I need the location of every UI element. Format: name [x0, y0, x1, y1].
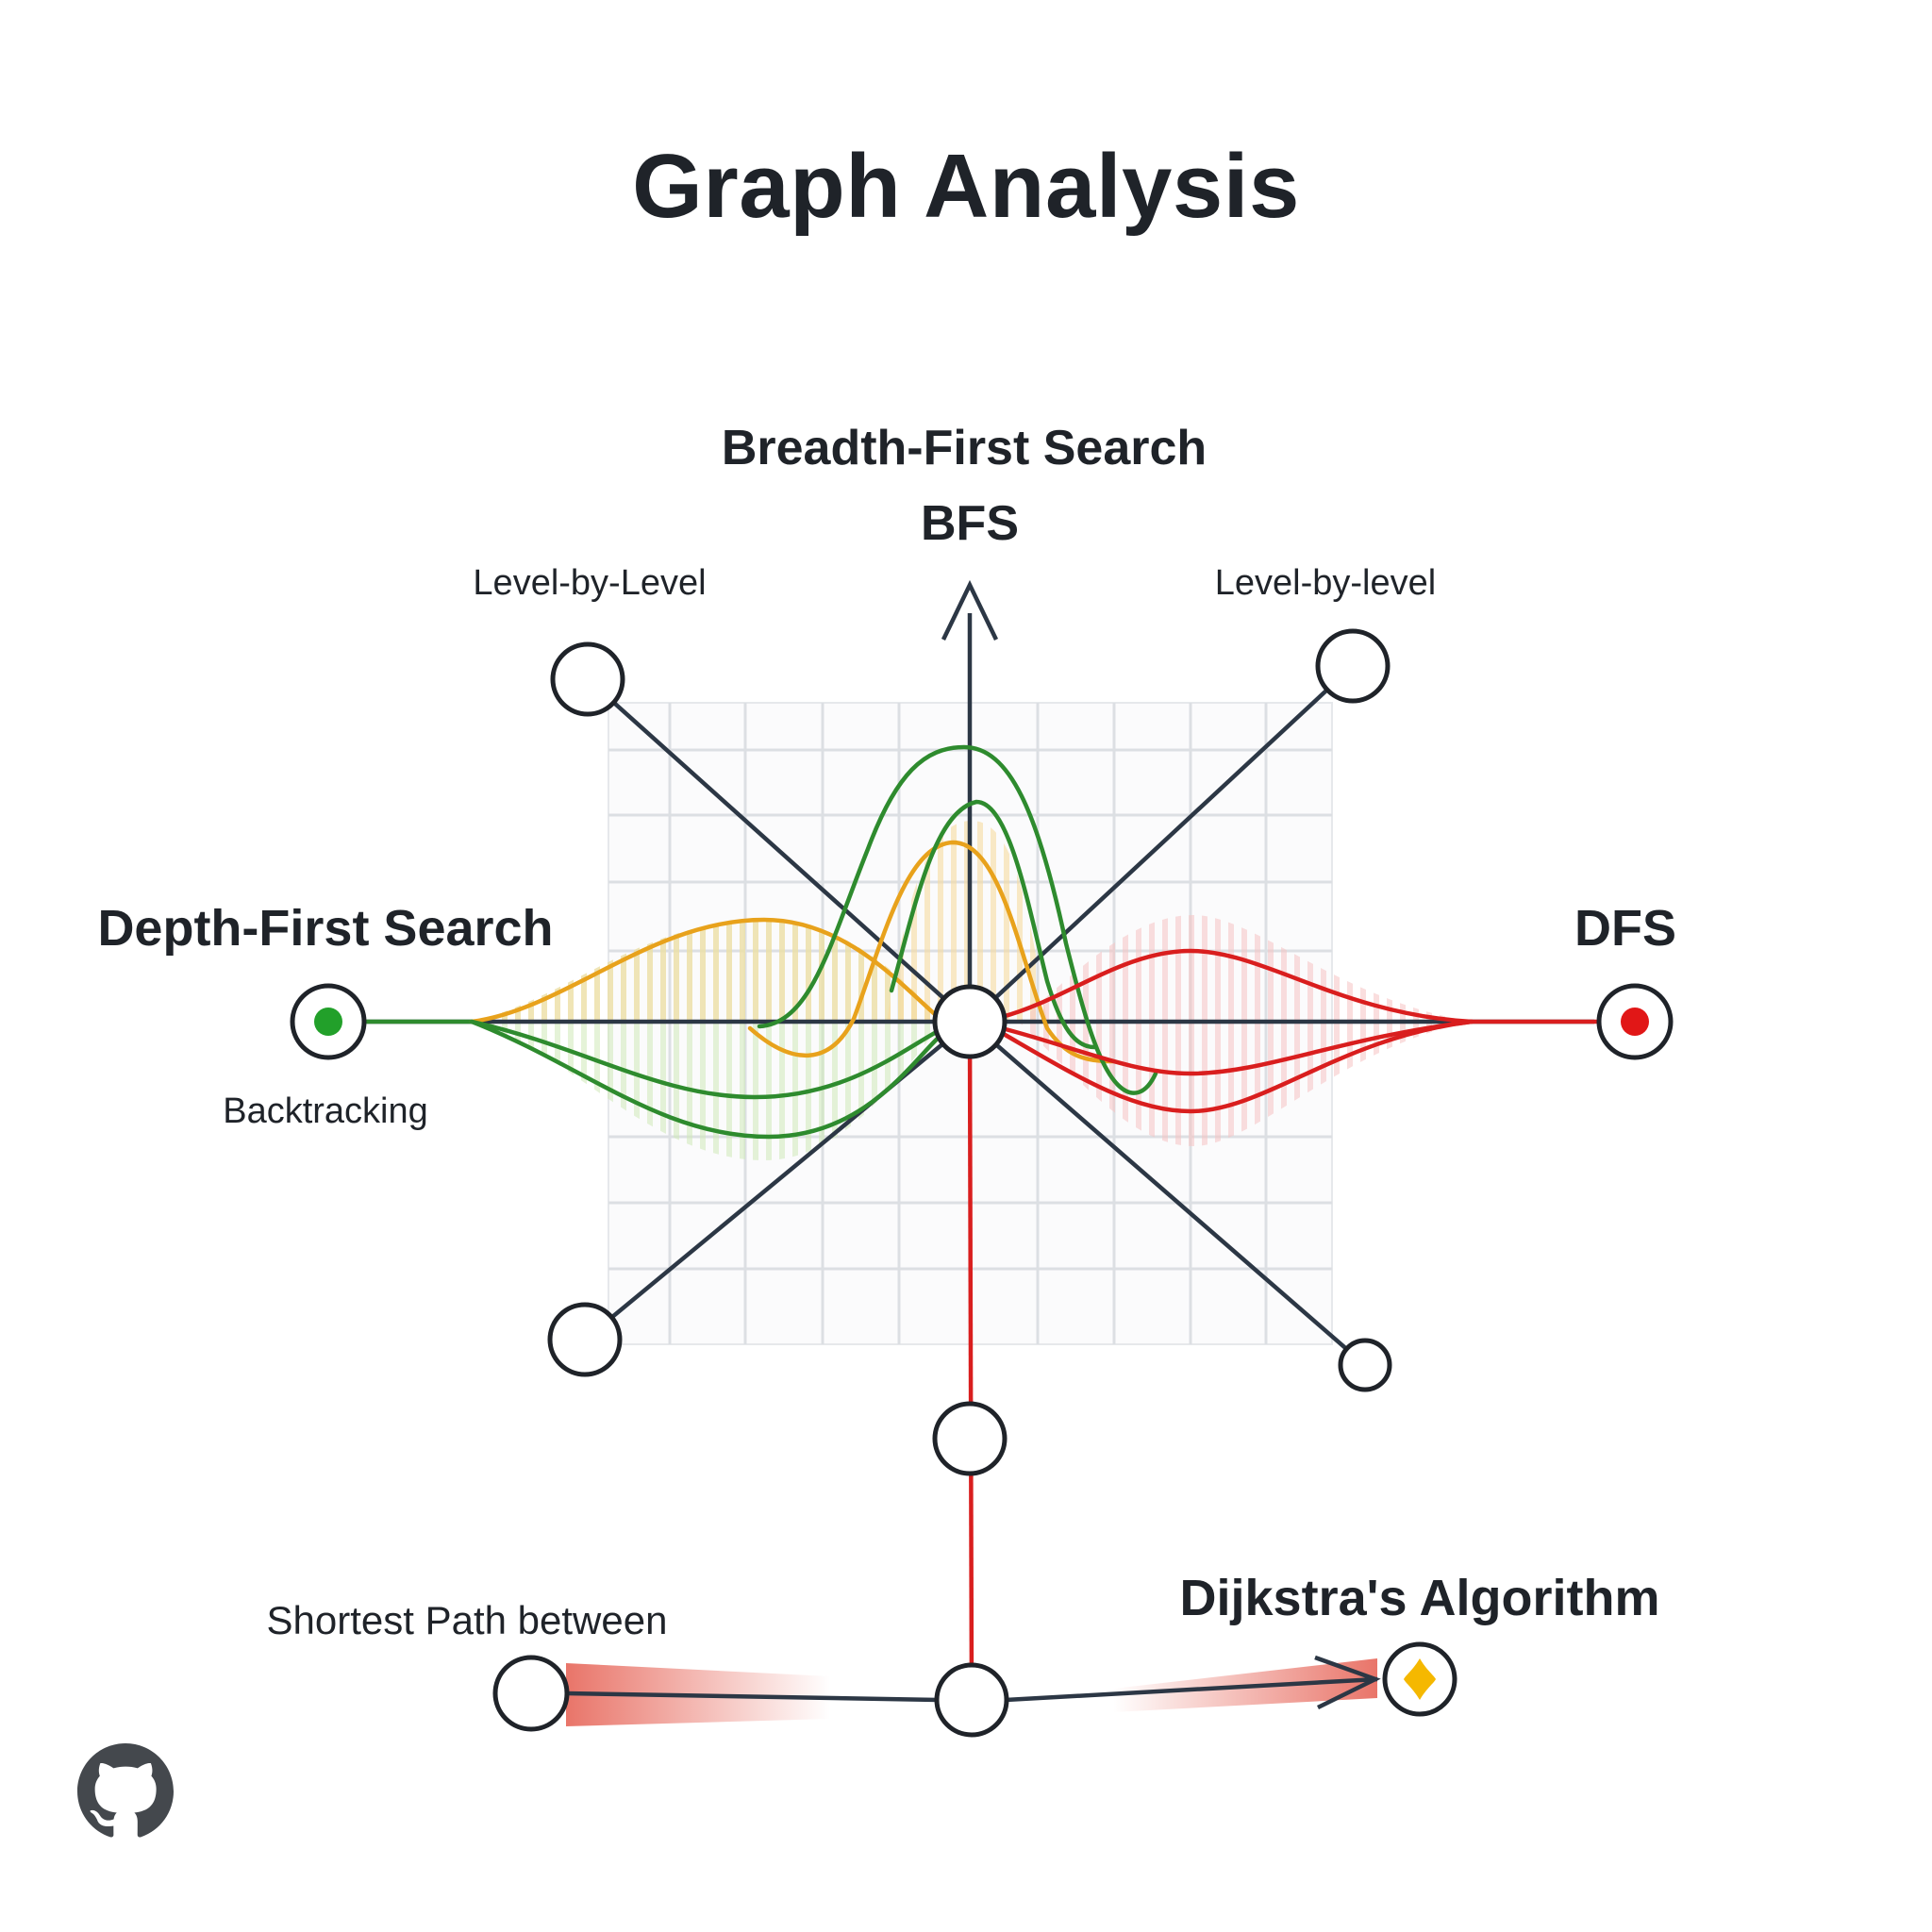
graph-nodes: [290, 628, 1674, 1738]
shortest-path-label: Shortest Path between: [267, 1598, 668, 1642]
diamond-icon: [1404, 1658, 1436, 1700]
node-top-right[interactable]: [1315, 628, 1391, 704]
edge-center-top-right: [968, 664, 1355, 1024]
edge-path-right: [1005, 1676, 1378, 1703]
path-arrowhead: [1314, 1655, 1381, 1710]
page-title: Graph Analysis: [632, 136, 1300, 237]
bfs-arrowhead: [941, 579, 999, 641]
node-lower-middle[interactable]: [932, 1401, 1008, 1476]
level-label-right: Level-by-level: [1215, 563, 1436, 603]
dfs-name-label: Depth-First Search: [97, 900, 553, 957]
edge-center-bottom-right: [968, 1020, 1367, 1367]
distribution-shading: [472, 821, 1472, 1160]
shortest-path-edges: [565, 1655, 1381, 1710]
node-bottom-left[interactable]: [547, 1302, 623, 1377]
node-top-left[interactable]: [550, 641, 625, 717]
orange-curve-center: [747, 840, 1116, 1064]
shortest-path-vertical: [967, 1021, 974, 1699]
github-icon[interactable]: [77, 1743, 174, 1840]
edge-path-left: [565, 1690, 940, 1703]
dijkstra-label: Dijkstra's Algorithm: [1180, 1570, 1660, 1626]
node-path-middle[interactable]: [934, 1662, 1009, 1738]
bfs-name-label: Breadth-First Search: [722, 421, 1207, 475]
edge-center-top-left: [586, 677, 972, 1024]
orange-curve-left: [469, 917, 946, 1024]
red-curve-low: [999, 1019, 1474, 1114]
bfs-abbr-label: BFS: [921, 496, 1019, 551]
red-curve-mid: [999, 1019, 1474, 1076]
node-bottom-right[interactable]: [1338, 1338, 1392, 1392]
red-dot-icon: [1621, 1008, 1649, 1036]
level-label-left: Level-by-Level: [473, 563, 706, 603]
node-path-start[interactable]: [492, 1655, 570, 1732]
green-curve-peak-tall: [757, 744, 1158, 1095]
node-center[interactable]: [932, 984, 1008, 1059]
red-curve-upper: [999, 948, 1474, 1024]
dfs-abbr-label: DFS: [1574, 900, 1676, 957]
green-curve-low-1: [469, 1019, 946, 1100]
backtracking-label: Backtracking: [223, 1091, 428, 1131]
traversal-curves: [469, 744, 1474, 1140]
green-curve-low-2: [469, 1019, 946, 1140]
green-curve-peak-inner: [889, 799, 1097, 1050]
green-dot-icon: [314, 1008, 342, 1036]
